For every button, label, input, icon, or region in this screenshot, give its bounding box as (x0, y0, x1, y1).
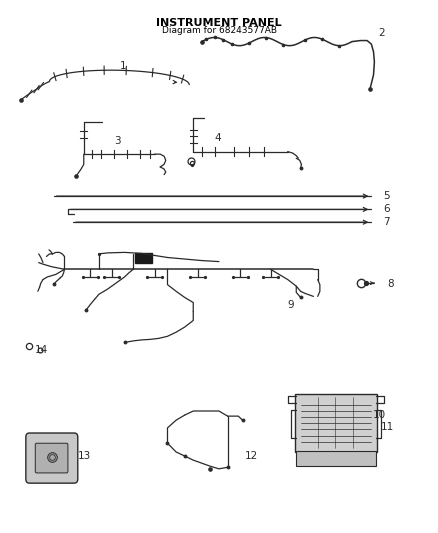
Text: 12: 12 (245, 451, 258, 461)
Text: INSTRUMENT PANEL: INSTRUMENT PANEL (156, 18, 282, 28)
FancyBboxPatch shape (135, 253, 152, 263)
Text: 6: 6 (383, 204, 389, 214)
Text: 10: 10 (373, 410, 386, 420)
Text: 5: 5 (383, 191, 389, 201)
Text: 7: 7 (383, 217, 389, 227)
FancyBboxPatch shape (26, 433, 78, 483)
Text: 9: 9 (288, 300, 294, 310)
Text: 1: 1 (120, 61, 127, 71)
Text: 14: 14 (35, 345, 48, 354)
FancyBboxPatch shape (296, 451, 376, 466)
Text: 4: 4 (215, 133, 221, 143)
Text: 13: 13 (78, 451, 91, 461)
Text: 11: 11 (381, 422, 395, 432)
FancyBboxPatch shape (35, 443, 68, 473)
Text: 2: 2 (378, 28, 385, 38)
Text: Diagram for 68243577AB: Diagram for 68243577AB (162, 26, 276, 35)
FancyBboxPatch shape (295, 394, 377, 453)
Text: 8: 8 (387, 279, 394, 288)
Text: 3: 3 (114, 136, 120, 146)
